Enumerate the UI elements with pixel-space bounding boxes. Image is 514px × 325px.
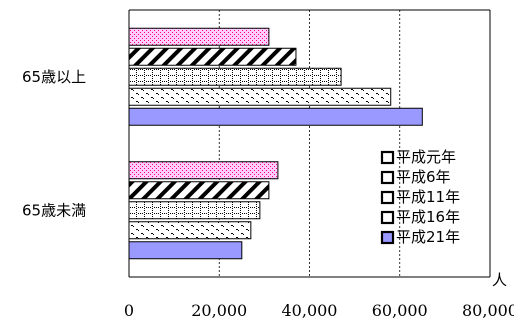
category-label: 65歳以上	[22, 68, 86, 86]
legend-label: 平成21年	[396, 228, 460, 246]
bar-0-2	[128, 67, 342, 86]
legend-swatch	[380, 230, 395, 245]
legend-label: 平成11年	[396, 188, 460, 206]
legend-label: 平成16年	[396, 208, 460, 226]
x-tick-label: 20,000	[191, 301, 247, 320]
legend-swatch	[380, 150, 395, 165]
category-label: 65歳未満	[22, 201, 86, 219]
bar-1-4	[128, 241, 243, 260]
x-tick-label: 80,000	[462, 301, 514, 320]
bar-1-0	[128, 161, 279, 180]
x-tick-labels: 0 20,000 40,000 60,000 80,000	[124, 301, 514, 320]
legend-swatch	[380, 210, 395, 225]
x-tick-label: 0	[124, 301, 134, 320]
bar-0-1	[128, 47, 297, 66]
category-labels: 65歳以上 65歳未満	[22, 68, 86, 220]
bar-1-3	[128, 221, 252, 240]
bar-0-3	[128, 87, 392, 106]
unit-label: 人	[492, 271, 507, 289]
legend-swatch	[380, 170, 395, 185]
bar-1-2	[128, 201, 261, 220]
x-tick-label: 60,000	[372, 301, 428, 320]
bars	[128, 27, 423, 260]
legend-swatch	[380, 190, 395, 205]
bar-0-0	[128, 27, 270, 46]
x-tick-label: 40,000	[282, 301, 338, 320]
legend-label: 平成6年	[396, 168, 451, 186]
legend-label: 平成元年	[396, 148, 456, 166]
bar-0-4	[128, 107, 423, 126]
bar-1-1	[128, 181, 270, 200]
